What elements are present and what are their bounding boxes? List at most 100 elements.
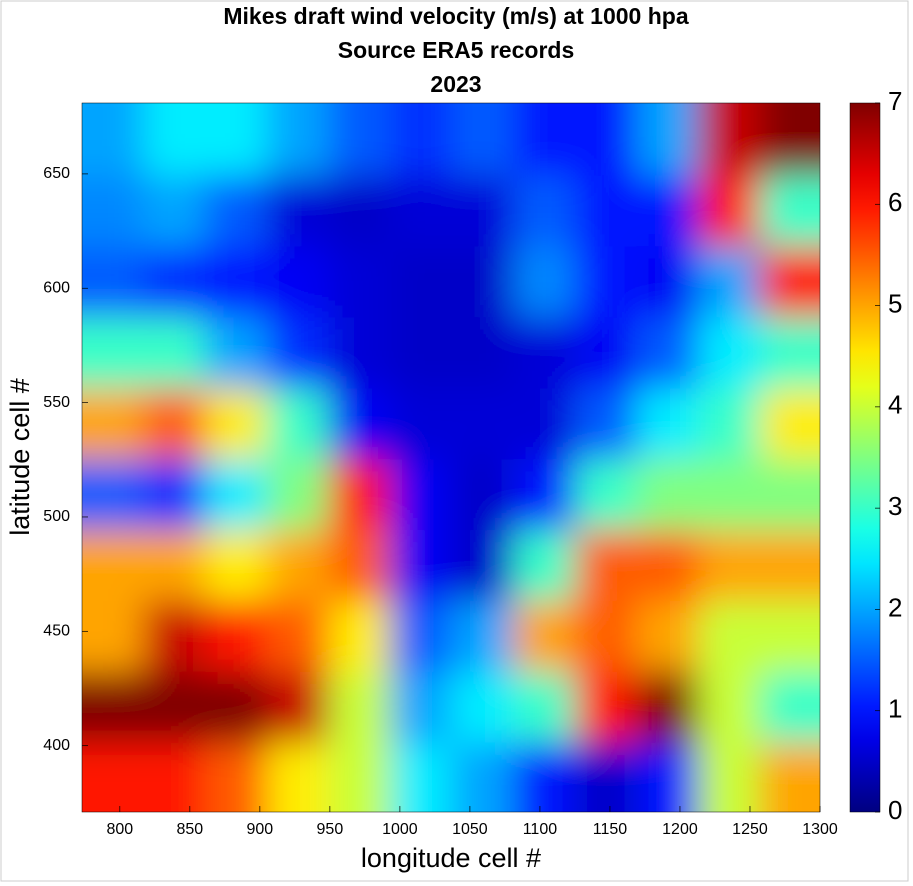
heatmap-cell [266, 458, 329, 531]
heatmap-cell [328, 103, 391, 176]
heatmap-cell [82, 316, 145, 389]
heatmap-cell [759, 529, 820, 601]
heatmap-cell [143, 103, 206, 176]
heatmap-cell [759, 458, 820, 531]
heatmap-cell [636, 175, 699, 247]
heatmap-cell [451, 600, 514, 672]
heatmap-cell [266, 671, 329, 743]
heatmap-cell [266, 529, 329, 601]
heatmap-cell [698, 316, 761, 389]
heatmap-cell [574, 245, 638, 318]
heatmap-cell [513, 316, 576, 389]
chart-title: 2023 [430, 71, 481, 97]
heatmap-cell [574, 103, 638, 176]
heatmap-cell [574, 742, 638, 812]
heatmap-cell [698, 742, 761, 812]
heatmap-cell [759, 387, 820, 460]
heatmap-cell [636, 387, 699, 460]
heatmap-cell [328, 600, 391, 672]
heatmap-cell [143, 316, 206, 389]
heatmap-cell [574, 175, 638, 247]
heatmap-cell [636, 103, 699, 176]
heatmap-cell [451, 175, 514, 247]
heatmap-cell [390, 387, 453, 460]
heatmap-cell [205, 175, 268, 247]
heatmap-cell [82, 529, 145, 601]
heatmap-cell [698, 387, 761, 460]
heatmap-cell [205, 600, 268, 672]
heatmap-cell [513, 103, 576, 176]
colorbar [849, 102, 881, 813]
heatmap-cell [82, 387, 145, 460]
heatmap-cell [698, 600, 761, 672]
heatmap-cell [451, 103, 514, 176]
y-tick-label: 500 [43, 508, 70, 525]
heatmap-cell [513, 245, 576, 318]
heatmap-cell [143, 175, 206, 247]
colorbar-tick-label: 3 [888, 491, 902, 521]
heatmap-cell [328, 387, 391, 460]
heatmap-cell [266, 600, 329, 672]
heatmap-cell [451, 245, 514, 318]
heatmap-cell [636, 600, 699, 672]
heatmap-cell [759, 245, 820, 318]
heatmap [82, 103, 820, 812]
heatmap-cell [143, 742, 206, 812]
heatmap-cell [574, 671, 638, 743]
heatmap-cell [205, 742, 268, 812]
heatmap-cell [82, 600, 145, 672]
x-tick-label: 900 [246, 821, 273, 838]
heatmap-cell [451, 458, 514, 531]
x-tick-label: 1200 [662, 821, 698, 838]
heatmap-cell [390, 458, 453, 531]
heatmap-cell [328, 245, 391, 318]
heatmap-cell [390, 671, 453, 743]
heatmap-cell [574, 316, 638, 389]
heatmap-cell [390, 600, 453, 672]
heatmap-cell [143, 529, 206, 601]
heatmap-cell [205, 387, 268, 460]
heatmap-cell [390, 742, 453, 812]
x-tick-label: 1300 [802, 821, 838, 838]
heatmap-cell [513, 387, 576, 460]
x-tick-label: 950 [317, 821, 344, 838]
heatmap-cell [574, 458, 638, 531]
heatmap-cell [513, 671, 576, 743]
heatmap-cell [266, 175, 329, 247]
x-axis-label: longitude cell # [361, 843, 541, 873]
heatmap-cell [82, 245, 145, 318]
colorbar-tick-label: 7 [888, 86, 902, 116]
heatmap-cell [143, 387, 206, 460]
heatmap-cell [82, 175, 145, 247]
heatmap-cell [328, 458, 391, 531]
heatmap-cell [143, 671, 206, 743]
y-tick-label: 400 [43, 737, 70, 754]
heatmap-cell [574, 529, 638, 601]
heatmap-cell [698, 458, 761, 531]
heatmap-cell [390, 316, 453, 389]
heatmap-cell [328, 529, 391, 601]
chart-title: Mikes draft wind velocity (m/s) at 1000 … [223, 3, 688, 29]
heatmap-cell [451, 529, 514, 601]
heatmap-cell [513, 175, 576, 247]
heatmap-cell [205, 671, 268, 743]
heatmap-cell [451, 316, 514, 389]
heatmap-cell [513, 529, 576, 601]
heatmap-cell [698, 103, 761, 176]
heatmap-cell [513, 458, 576, 531]
heatmap-cell [328, 671, 391, 743]
heatmap-cell [636, 245, 699, 318]
colorbar-tick-label: 1 [888, 694, 902, 724]
heatmap-cell [143, 245, 206, 318]
heatmap-cell [451, 742, 514, 812]
colorbar-tick-label: 0 [888, 795, 902, 825]
x-tick-label: 1050 [452, 821, 488, 838]
heatmap-cell [513, 742, 576, 812]
heatmap-cell [205, 245, 268, 318]
heatmap-cell [328, 175, 391, 247]
heatmap-cell [698, 175, 761, 247]
heatmap-cell [205, 458, 268, 531]
heatmap-cell [82, 742, 145, 812]
colorbar-tick-label: 6 [888, 187, 902, 217]
